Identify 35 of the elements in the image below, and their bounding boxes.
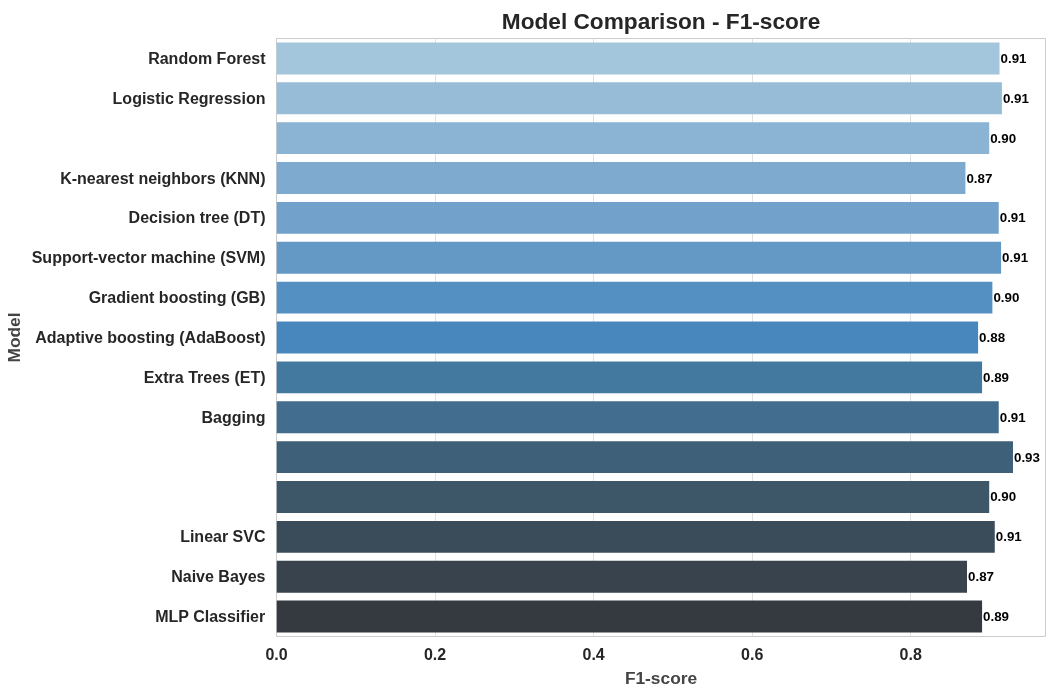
y-tick-label: Decision tree (DT) [128,209,266,227]
y-axis-title: Model [3,312,24,363]
chart-title: Model Comparison - F1-score [501,7,821,34]
data-label: 0.90 [993,290,1020,306]
y-tick-label: Bagging [201,408,266,426]
data-label: 0.90 [990,130,1017,146]
y-tick-label: Linear SVC [180,528,266,546]
data-label: 0.91 [999,409,1027,425]
data-label: 0.87 [968,569,994,585]
y-tick-label: Random Forest [148,49,267,67]
data-label: 0.93 [1014,449,1040,465]
x-tick-label: 0.4 [582,645,605,663]
y-tick-label: MLP Classifier [155,608,266,626]
data-label: 0.91 [995,529,1023,545]
data-label: 0.91 [999,210,1027,226]
y-tick-label: Extra Trees (ET) [143,368,266,386]
data-label: 0.90 [990,489,1017,505]
y-tick-label: Adaptive boosting (AdaBoost) [35,329,266,346]
data-label: 0.91 [1000,50,1028,66]
x-axis-title: F1-score [624,667,698,688]
y-tick-label: Naive Bayes [171,568,266,586]
data-label: 0.87 [966,170,993,186]
data-label: 0.91 [1002,90,1030,106]
y-tick-label: K-nearest neighbors (KNN) [60,169,266,187]
data-label: 0.89 [983,609,1010,625]
x-tick-label: 0.8 [899,645,922,663]
y-tick-label: Logistic Regression [112,89,266,107]
data-label: 0.91 [1002,250,1029,266]
data-label: 0.89 [983,369,1010,385]
x-tick-label: 0.2 [423,645,447,663]
x-tick-label: 0.0 [265,645,288,663]
y-tick-label: Gradient boosting (GB) [88,289,266,307]
x-tick-label: 0.6 [741,645,764,663]
y-tick-label: Support-vector machine (SVM) [31,249,266,267]
data-label: 0.88 [979,330,1006,345]
